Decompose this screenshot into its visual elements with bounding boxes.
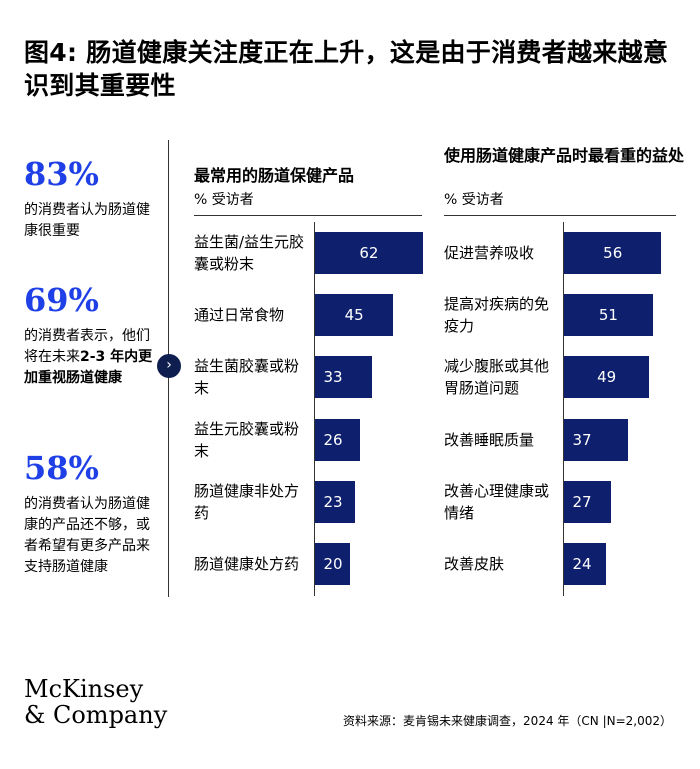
category-label: 改善皮肤 — [444, 555, 505, 573]
bar — [564, 294, 653, 337]
stat-text: 的消费者表示，他们将在未来2-3 年内更加重视肠道健康 — [24, 326, 154, 389]
bar — [564, 356, 650, 399]
chart-2-axis — [563, 222, 564, 596]
category-label: 改善睡眠质量 — [444, 430, 535, 449]
bar — [315, 294, 394, 337]
bar-value-label: 20 — [323, 555, 343, 573]
mckinsey-logo: McKinsey & Company — [24, 676, 167, 728]
bar — [564, 543, 606, 585]
bar — [564, 418, 629, 461]
bar-value-label: 49 — [597, 368, 617, 387]
bar — [315, 480, 356, 523]
stat-value: 58% — [24, 449, 99, 487]
category-label: 减少腹胀或其他胃肠道问题 — [444, 357, 550, 398]
chevron-right-icon: › — [157, 354, 181, 378]
chart-2-title: 使用肠道健康产品时最看重的益处 — [444, 146, 685, 165]
page-title: 图4: 肠道健康关注度正在上升，这是由于消费者越来越意识到其重要性 — [24, 38, 669, 100]
source-note: 资料来源：麦肯锡未来健康调查，2024 年（CN |N=2,002） — [343, 714, 672, 728]
bar-value-label: 37 — [572, 430, 592, 449]
category-label: 通过日常食物 — [194, 306, 285, 325]
category-label: 改善心理健康或情绪 — [444, 481, 550, 522]
chart-1-axis — [314, 222, 315, 596]
stat-text-plain: 的消费者表示，他们将在未来 — [24, 328, 150, 365]
bar — [315, 232, 423, 274]
category-label: 益生菌胶囊或粉末 — [194, 357, 300, 398]
category-label: 提高对疾病的免疫力 — [444, 295, 550, 336]
bar-value-label: 24 — [572, 555, 592, 573]
stat-text-bold: 2-3 年内更加重视肠道健康 — [24, 349, 153, 386]
category-label: 促进营养吸收 — [444, 244, 535, 262]
category-label: 肠道健康非处方药 — [194, 481, 300, 522]
chart-1-title: 最常用的肠道保健产品 — [194, 166, 355, 185]
bar-value-label: 26 — [323, 430, 343, 449]
bar — [315, 418, 361, 461]
chart-1-unit-label: % 受访者 — [194, 192, 254, 208]
bar — [564, 232, 662, 274]
chart-1-rule — [194, 215, 422, 216]
stat-value: 83% — [24, 155, 99, 193]
bar-value-label: 51 — [598, 306, 618, 325]
chart-2-rule — [444, 215, 676, 216]
chart-2-unit-label: % 受访者 — [444, 192, 504, 208]
stat-text: 的消费者认为肠道健康很重要 — [24, 202, 150, 239]
bar-value-label: 45 — [344, 306, 364, 325]
category-label: 益生菌/益生元胶囊或粉末 — [194, 233, 305, 273]
bar-value-label: 23 — [323, 492, 343, 511]
stat-block-2: 69% 的消费者表示，他们将在未来2-3 年内更加重视肠道健康 — [24, 280, 154, 389]
stat-value: 69% — [24, 281, 99, 319]
bar-value-label: 62 — [359, 244, 379, 262]
stat-block-3: 58% 的消费者认为肠道健康的产品还不够，或者希望有更多产品来支持肠道健康 — [24, 448, 154, 578]
category-label: 肠道健康处方药 — [194, 555, 300, 573]
bar-value-label: 33 — [323, 368, 343, 387]
bar-value-label: 56 — [603, 244, 623, 262]
stat-block-1: 83% 的消费者认为肠道健康很重要 — [24, 154, 154, 242]
stat-text: 的消费者认为肠道健康的产品还不够，或者希望有更多产品来支持肠道健康 — [24, 496, 150, 575]
bar — [315, 356, 373, 399]
bar — [315, 543, 350, 585]
bar — [564, 480, 611, 523]
bar-value-label: 27 — [572, 492, 592, 511]
logo-line-2: & Company — [24, 701, 168, 729]
category-label: 益生元胶囊或粉末 — [194, 419, 300, 460]
logo-line-1: McKinsey — [24, 675, 144, 703]
